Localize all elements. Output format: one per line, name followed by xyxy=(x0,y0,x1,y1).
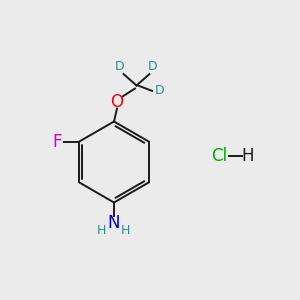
Text: H: H xyxy=(97,224,106,237)
Text: D: D xyxy=(155,84,164,98)
Text: D: D xyxy=(148,60,158,74)
Text: H: H xyxy=(241,147,254,165)
Text: O: O xyxy=(110,93,124,111)
Text: F: F xyxy=(52,133,62,151)
Text: H: H xyxy=(121,224,130,237)
Text: N: N xyxy=(108,214,120,232)
Text: Cl: Cl xyxy=(211,147,227,165)
Text: D: D xyxy=(115,60,125,74)
